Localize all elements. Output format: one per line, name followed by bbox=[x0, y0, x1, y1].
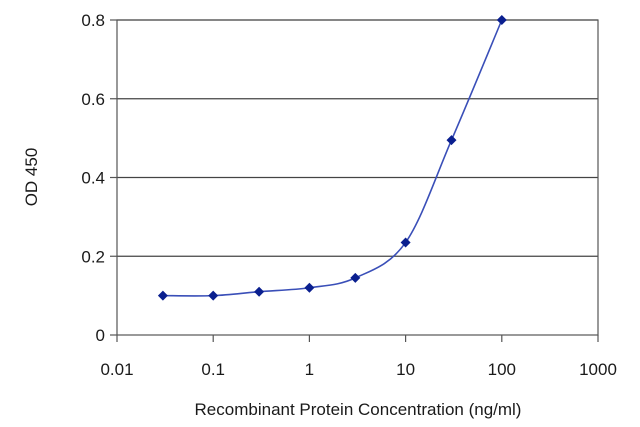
data-point-marker bbox=[446, 135, 457, 146]
y-axis-title: OD 450 bbox=[22, 148, 41, 207]
data-point-marker bbox=[496, 15, 507, 25]
y-tick-label: 0.8 bbox=[81, 11, 105, 30]
x-tick-label: 1000 bbox=[579, 360, 617, 379]
data-point-marker bbox=[254, 286, 265, 297]
data-point-marker bbox=[304, 282, 315, 293]
data-point-marker bbox=[400, 237, 411, 248]
y-tick-label: 0.2 bbox=[81, 247, 105, 266]
data-point-marker bbox=[350, 272, 361, 283]
x-tick-label: 10 bbox=[396, 360, 415, 379]
axis-layer bbox=[110, 19, 599, 342]
data-point-marker bbox=[208, 290, 219, 301]
x-axis-title: Recombinant Protein Concentration (ng/ml… bbox=[195, 400, 522, 419]
y-tick-label: 0 bbox=[96, 326, 105, 345]
label-layer: 0 0.2 0.4 0.6 0.8 0.01 0.1 1 10 100 1000 bbox=[81, 11, 617, 379]
y-tick-label: 0.4 bbox=[81, 169, 105, 188]
series-layer bbox=[157, 15, 507, 301]
data-point-marker bbox=[157, 290, 168, 301]
x-tick-label: 1 bbox=[305, 360, 314, 379]
y-tick-label: 0.6 bbox=[81, 90, 105, 109]
x-tick-label: 0.01 bbox=[100, 360, 133, 379]
x-tick-label: 100 bbox=[488, 360, 516, 379]
x-tick-label: 0.1 bbox=[201, 360, 225, 379]
